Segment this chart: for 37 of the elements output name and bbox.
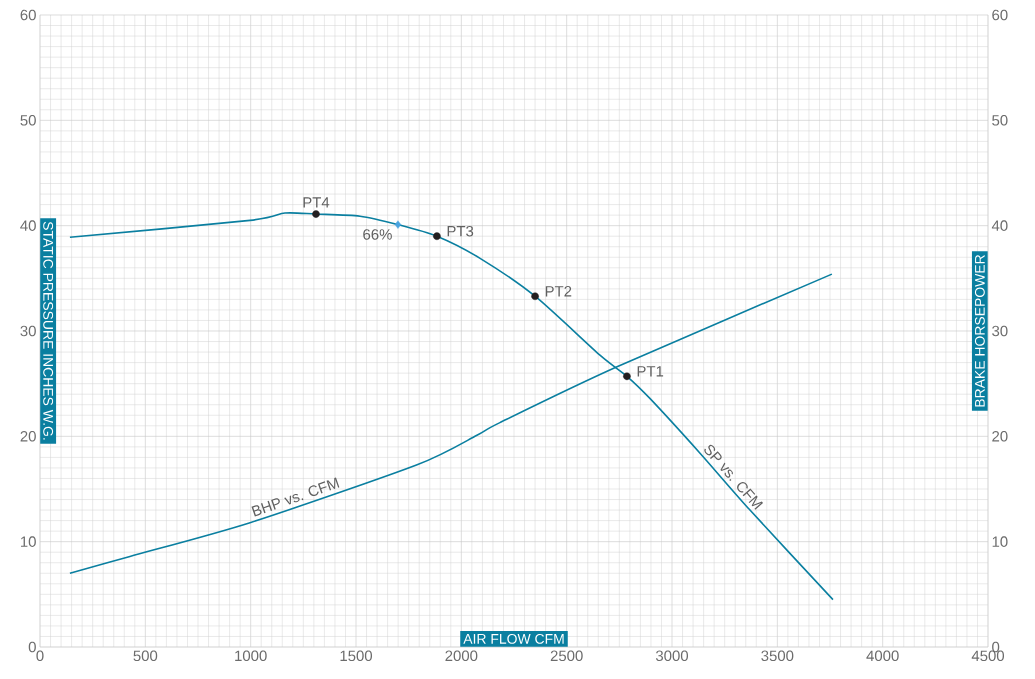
y-tick-label: 60 — [20, 9, 36, 21]
y2-tick-label: 60 — [992, 9, 1008, 21]
y2-tick-label: 30 — [992, 325, 1008, 337]
y-tick-label: 40 — [20, 220, 36, 231]
annotation: 66% — [363, 229, 392, 240]
x-tick-label: 1500 — [340, 650, 373, 662]
annotation: PT1 — [637, 366, 664, 377]
y2-tick-label: 40 — [991, 220, 1008, 231]
point — [531, 292, 539, 301]
x-tick-label: 2000 — [445, 650, 478, 662]
x-tick-label: 3500 — [761, 650, 794, 662]
x-axis-title: AIR FLOW CFM — [463, 633, 564, 644]
point — [312, 210, 320, 218]
y-tick-label: 0 — [28, 641, 36, 653]
point — [623, 372, 631, 381]
y-axis-title: STATIC PRESSURE INCHES W.G. — [43, 221, 54, 440]
y-tick-label: 50 — [20, 115, 36, 126]
y2-tick-label: 20 — [992, 431, 1008, 442]
annotation: PT3 — [447, 225, 474, 237]
annotation: PT4 — [303, 197, 330, 208]
x-tick-label: 1000 — [235, 650, 267, 662]
y-tick-label: 20 — [20, 431, 36, 442]
x-tick-label: 2500 — [550, 650, 583, 662]
point — [394, 220, 402, 229]
x-tick-label: 0 — [36, 650, 44, 662]
y-tick-label: 10 — [21, 536, 36, 547]
x-tick-label: 500 — [133, 650, 158, 662]
line-series — [69, 212, 834, 601]
y2-axis-title: BRAKE HORSEPOWER — [974, 254, 985, 407]
y-tick-label: 30 — [20, 325, 36, 337]
y2-tick-label: 50 — [992, 115, 1008, 126]
annotation: PT2 — [545, 286, 572, 297]
point — [433, 232, 441, 240]
text: BHP vs. CFM — [251, 477, 340, 517]
x-tick-label: 4000 — [866, 650, 899, 662]
y2-tick-label: 10 — [992, 536, 1008, 547]
x-tick-label: 3000 — [655, 650, 689, 662]
